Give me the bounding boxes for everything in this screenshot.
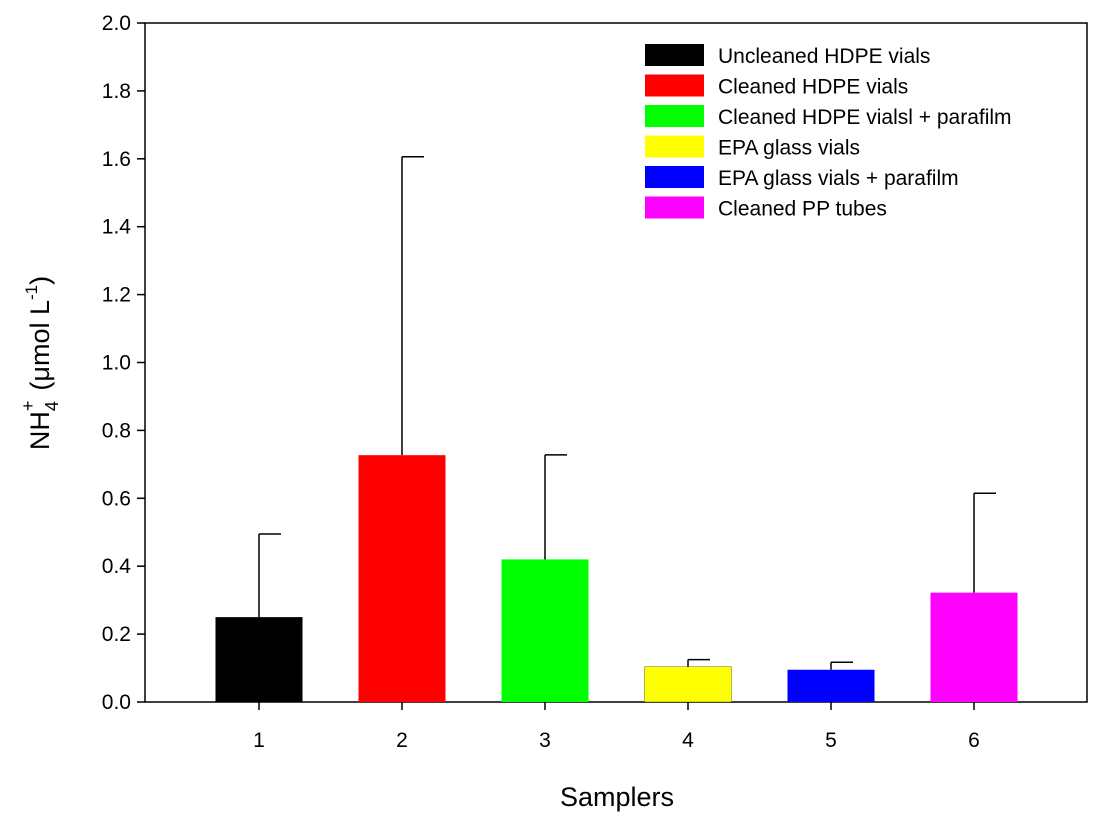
bars-group [215, 156, 1018, 703]
x-axis-title: Samplers [560, 782, 674, 812]
y-tick-label: 0.2 [102, 623, 131, 646]
legend-label-6: Cleaned PP tubes [718, 198, 887, 221]
bar-4 [644, 666, 732, 703]
bar-2 [358, 455, 446, 702]
y-tick-label: 1.0 [102, 352, 131, 375]
y-tick-label: 0.8 [102, 419, 131, 442]
legend-label-3: Cleaned HDPE vialsl + parafilm [718, 106, 1012, 129]
y-tick-label: 1.2 [102, 284, 131, 307]
y-title-unit-mu: μ [25, 366, 55, 382]
x-tick-label: 1 [253, 729, 265, 752]
y-tick-label: 0.4 [102, 555, 132, 578]
bar-1 [215, 617, 303, 702]
legend-label-2: Cleaned HDPE vials [718, 76, 908, 99]
x-tick-label: 6 [968, 729, 980, 752]
y-title-unit-close: ) [25, 276, 55, 285]
legend-swatch-4 [645, 135, 704, 158]
y-axis-title: NH4 + (μmol L-1) [18, 276, 62, 450]
legend-swatch-1 [645, 44, 704, 66]
y-tick-label: 2.0 [102, 12, 131, 35]
x-axis: 1 2 3 4 5 6 [253, 702, 980, 752]
y-title-unit-text: mol L [25, 300, 55, 366]
x-tick-label: 2 [396, 729, 408, 752]
y-tick-label: 1.8 [102, 80, 131, 103]
legend-swatch-2 [645, 74, 704, 97]
x-tick-label: 3 [539, 729, 551, 752]
legend-label-1: Uncleaned HDPE vials [718, 45, 930, 68]
y-tick-label: 0.0 [102, 691, 131, 714]
y-title-superscript: + [18, 401, 38, 412]
x-tick-label: 5 [825, 729, 837, 752]
svg-text:NH4+(μmol L-1): NH4 + (μmol L-1) [18, 276, 62, 450]
legend-swatch-5 [645, 166, 704, 188]
legend: Uncleaned HDPE vials Cleaned HDPE vials Cl… [645, 44, 1012, 221]
y-title-main: NH [25, 411, 55, 450]
y-title-subscript: 4 [42, 401, 62, 411]
bar-6 [930, 592, 1018, 702]
y-axis: 0.0 0.2 0.4 0.6 0.8 1.0 1.2 1.4 1.6 1.8 2.0 [102, 12, 145, 714]
legend-label-5: EPA glass vials + parafilm [718, 167, 959, 190]
y-title-unit-open: ( [25, 382, 55, 391]
y-title-unit-exponent: -1 [22, 285, 41, 300]
x-tick-label: 4 [682, 729, 694, 752]
bar-3 [501, 559, 589, 702]
y-tick-label: 1.6 [102, 148, 131, 171]
y-tick-label: 1.4 [102, 216, 132, 239]
bar-5 [787, 669, 875, 702]
legend-swatch-3 [645, 105, 704, 127]
legend-label-4: EPA glass vials [718, 137, 860, 160]
legend-swatch-6 [645, 196, 704, 219]
y-tick-label: 0.6 [102, 487, 131, 510]
